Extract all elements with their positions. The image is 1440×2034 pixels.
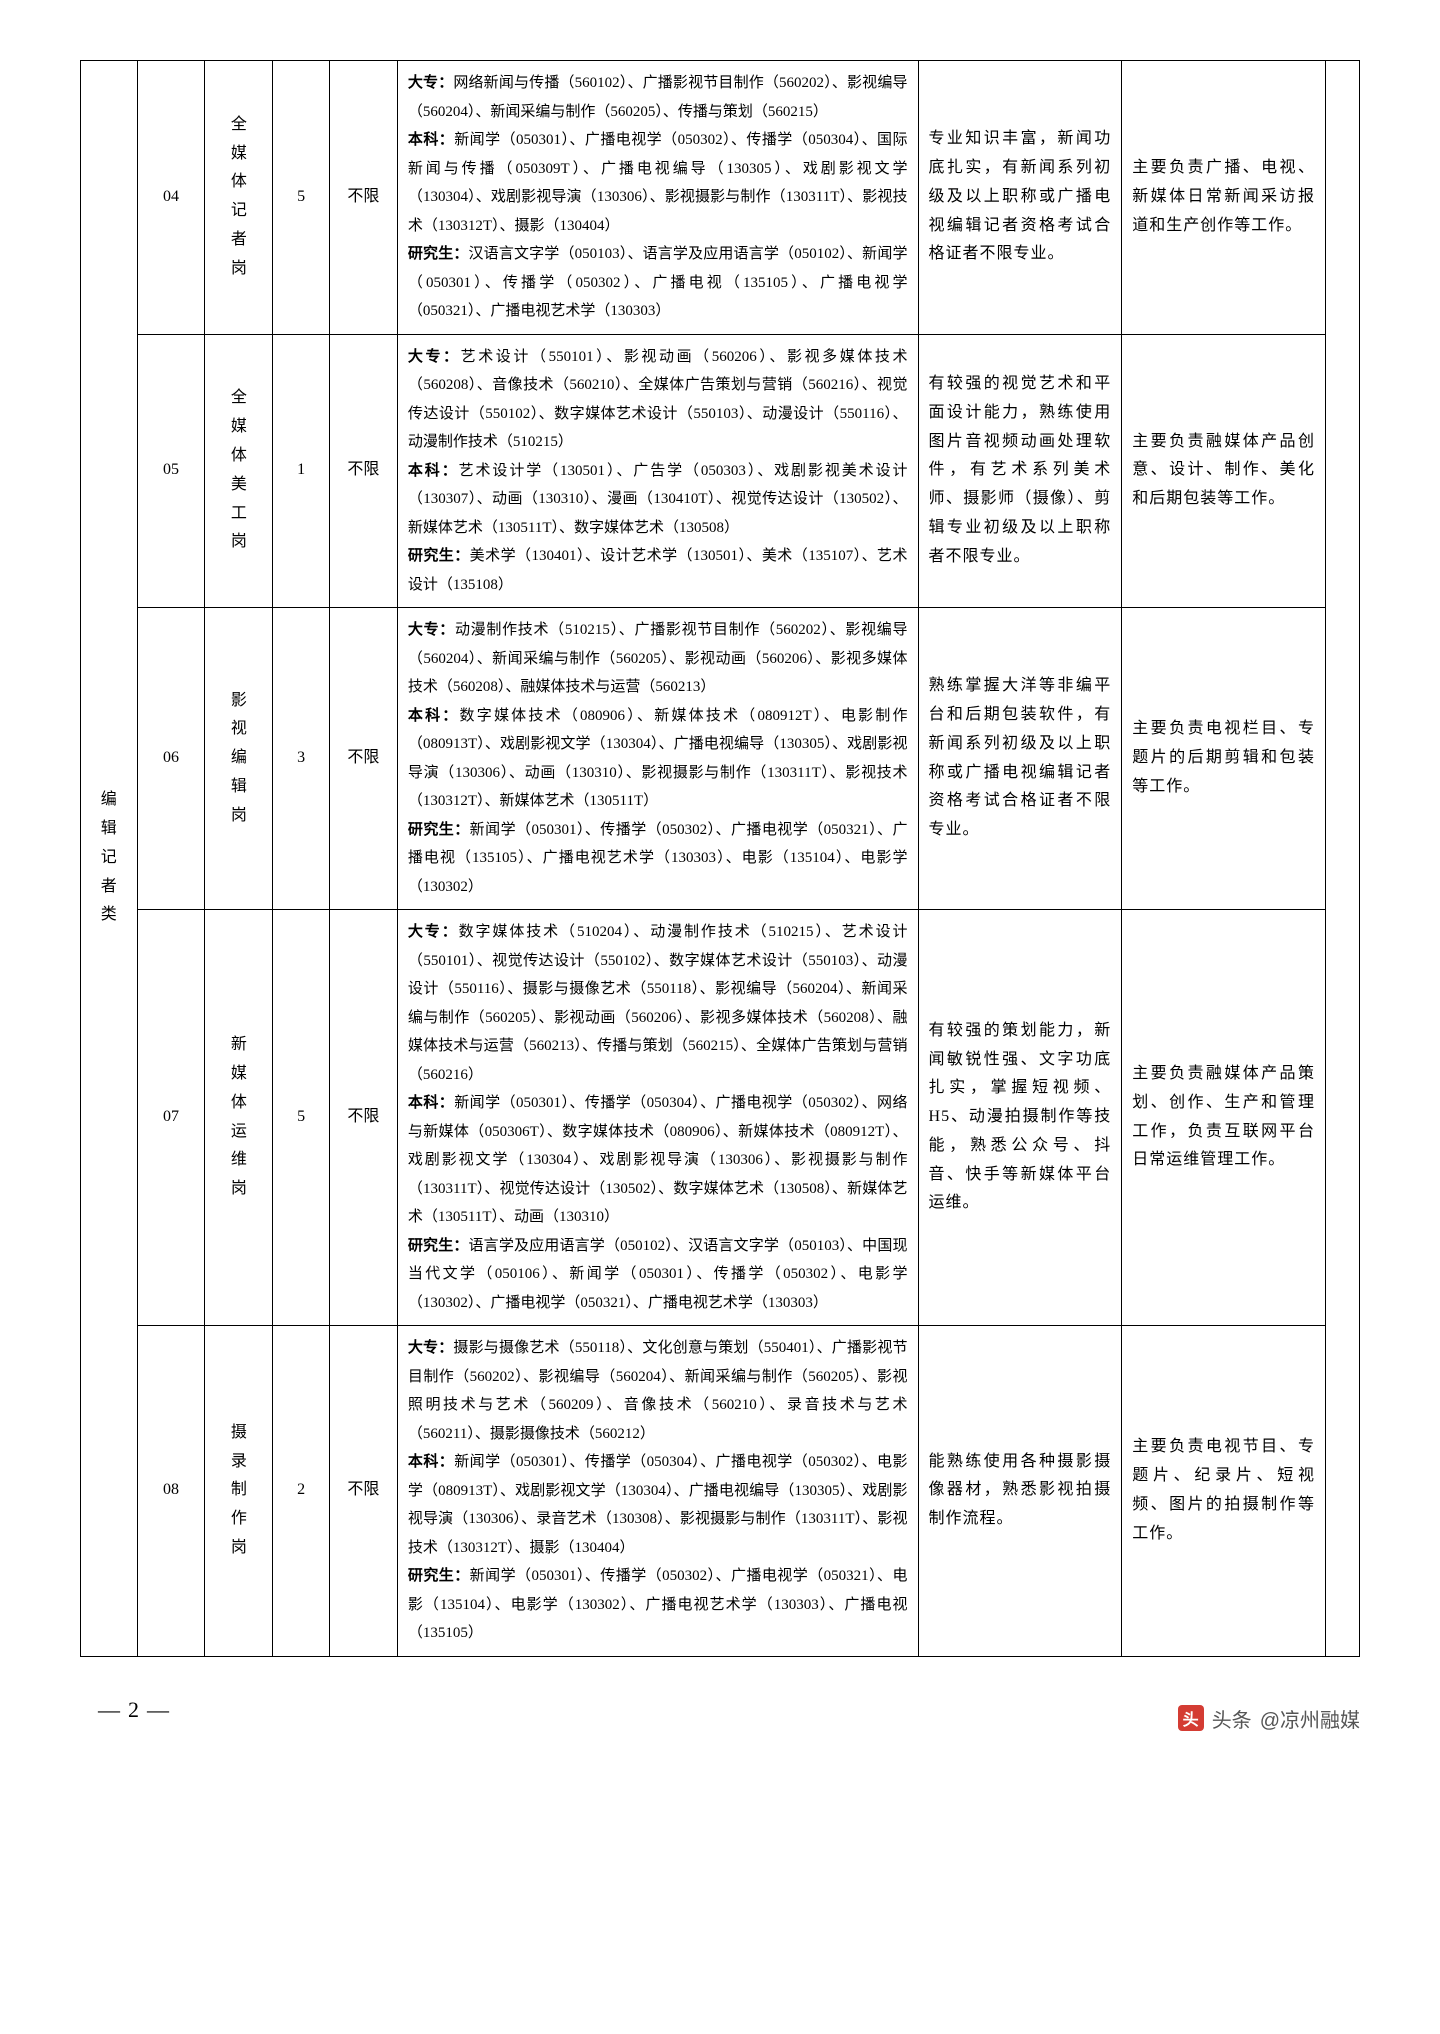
count-cell: 5 <box>273 910 330 1326</box>
code-cell: 06 <box>137 608 205 910</box>
major-cell: 大专：动漫制作技术（510215）、广播影视节目制作（560202）、影视编导（… <box>397 608 918 910</box>
duty-cell: 主要负责广播、电视、新媒体日常新闻采访报道和生产创作等工作。 <box>1122 61 1326 335</box>
toutiao-icon: 头 <box>1178 1705 1204 1731</box>
requirement-cell: 能熟练使用各种摄影摄像器材，熟悉影视拍摄制作流程。 <box>918 1326 1122 1657</box>
footer: —2— <box>80 1697 1360 1723</box>
extra-cell <box>1325 61 1359 1657</box>
code-cell: 05 <box>137 334 205 608</box>
table-row: 编辑记者类04全媒体记者岗5不限大专：网络新闻与传播（560102）、广播影视节… <box>81 61 1360 335</box>
watermark-prefix: 头条 <box>1212 1704 1252 1733</box>
position-name-cell: 影视编辑岗 <box>205 608 273 910</box>
count-cell: 2 <box>273 1326 330 1657</box>
major-cell: 大专：摄影与摄像艺术（550118）、文化创意与策划（550401）、广播影视节… <box>397 1326 918 1657</box>
code-cell: 04 <box>137 61 205 335</box>
count-cell: 5 <box>273 61 330 335</box>
category-cell: 编辑记者类 <box>81 61 138 1657</box>
limit-cell: 不限 <box>329 910 397 1326</box>
limit-cell: 不限 <box>329 608 397 910</box>
position-name-cell: 摄录制作岗 <box>205 1326 273 1657</box>
major-cell: 大专：数字媒体技术（510204）、动漫制作技术（510215）、艺术设计（55… <box>397 910 918 1326</box>
code-cell: 08 <box>137 1326 205 1657</box>
table-row: 05全媒体美工岗1不限大专：艺术设计（550101）、影视动画（560206）、… <box>81 334 1360 608</box>
table-row: 07新媒体运维岗5不限大专：数字媒体技术（510204）、动漫制作技术（5102… <box>81 910 1360 1326</box>
position-name-cell: 全媒体美工岗 <box>205 334 273 608</box>
duty-cell: 主要负责融媒体产品策划、创作、生产和管理工作，负责互联网平台日常运维管理工作。 <box>1122 910 1326 1326</box>
duty-cell: 主要负责电视节目、专题片、纪录片、短视频、图片的拍摄制作等工作。 <box>1122 1326 1326 1657</box>
job-table: 编辑记者类04全媒体记者岗5不限大专：网络新闻与传播（560102）、广播影视节… <box>80 60 1360 1657</box>
count-cell: 3 <box>273 608 330 910</box>
count-cell: 1 <box>273 334 330 608</box>
duty-cell: 主要负责融媒体产品创意、设计、制作、美化和后期包装等工作。 <box>1122 334 1326 608</box>
limit-cell: 不限 <box>329 1326 397 1657</box>
limit-cell: 不限 <box>329 334 397 608</box>
requirement-cell: 有较强的视觉艺术和平面设计能力，熟练使用图片音视频动画处理软件，有艺术系列美术师… <box>918 334 1122 608</box>
duty-cell: 主要负责电视栏目、专题片的后期剪辑和包装等工作。 <box>1122 608 1326 910</box>
limit-cell: 不限 <box>329 61 397 335</box>
table-row: 06影视编辑岗3不限大专：动漫制作技术（510215）、广播影视节目制作（560… <box>81 608 1360 910</box>
page-number: —2— <box>90 1697 177 1723</box>
watermark: 头 头条 @凉州融媒 <box>1178 1704 1360 1733</box>
requirement-cell: 熟练掌握大洋等非编平台和后期包装软件，有新闻系列初级及以上职称或广播电视编辑记者… <box>918 608 1122 910</box>
watermark-handle: @凉州融媒 <box>1260 1704 1360 1733</box>
position-name-cell: 全媒体记者岗 <box>205 61 273 335</box>
major-cell: 大专：艺术设计（550101）、影视动画（560206）、影视多媒体技术（560… <box>397 334 918 608</box>
requirement-cell: 专业知识丰富，新闻功底扎实，有新闻系列初级及以上职称或广播电视编辑记者资格考试合… <box>918 61 1122 335</box>
table-row: 08摄录制作岗2不限大专：摄影与摄像艺术（550118）、文化创意与策划（550… <box>81 1326 1360 1657</box>
code-cell: 07 <box>137 910 205 1326</box>
major-cell: 大专：网络新闻与传播（560102）、广播影视节目制作（560202）、影视编导… <box>397 61 918 335</box>
position-name-cell: 新媒体运维岗 <box>205 910 273 1326</box>
requirement-cell: 有较强的策划能力，新闻敏锐性强、文字功底扎实，掌握短视频、H5、动漫拍摄制作等技… <box>918 910 1122 1326</box>
